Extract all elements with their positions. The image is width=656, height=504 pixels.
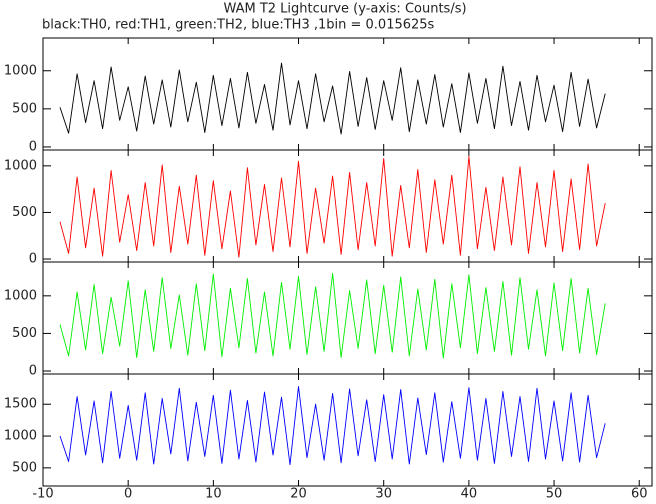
light-curve (59, 272, 606, 359)
light-curve (59, 385, 606, 466)
panel-frame (42, 149, 653, 263)
y-tick-label: 1000 (4, 429, 37, 444)
y-tick-label: 1500 (4, 397, 37, 412)
y-tick-label: 500 (12, 460, 37, 475)
x-tick-label: 40 (461, 487, 478, 502)
x-tick-label: 60 (631, 487, 648, 502)
light-curve (59, 156, 606, 258)
light-curve (59, 62, 606, 135)
x-tick-label: -10 (32, 487, 53, 502)
x-tick-label: 50 (546, 487, 563, 502)
chart-subtitle: black:TH0, red:TH1, green:TH2, blue:TH3 … (42, 18, 435, 33)
panel-frame (42, 37, 653, 151)
y-tick-label: 0 (29, 252, 37, 267)
y-tick-label: 0 (29, 363, 37, 378)
y-tick-label: 1000 (4, 63, 37, 78)
y-tick-label: 0 (29, 139, 37, 154)
chart-title: WAM T2 Lightcurve (y-axis: Counts/s) (223, 2, 466, 17)
y-tick-label: 1000 (4, 288, 37, 303)
x-tick-label: 30 (375, 487, 392, 502)
x-tick-label: 0 (124, 487, 132, 502)
y-tick-label: 500 (12, 205, 37, 220)
x-tick-label: 20 (290, 487, 307, 502)
x-tick-label: 10 (205, 487, 222, 502)
y-tick-label: 500 (12, 101, 37, 116)
panel-frame (42, 261, 653, 375)
panel-frame (42, 373, 653, 487)
y-tick-label: 500 (12, 326, 37, 341)
y-tick-label: 1000 (4, 158, 37, 173)
